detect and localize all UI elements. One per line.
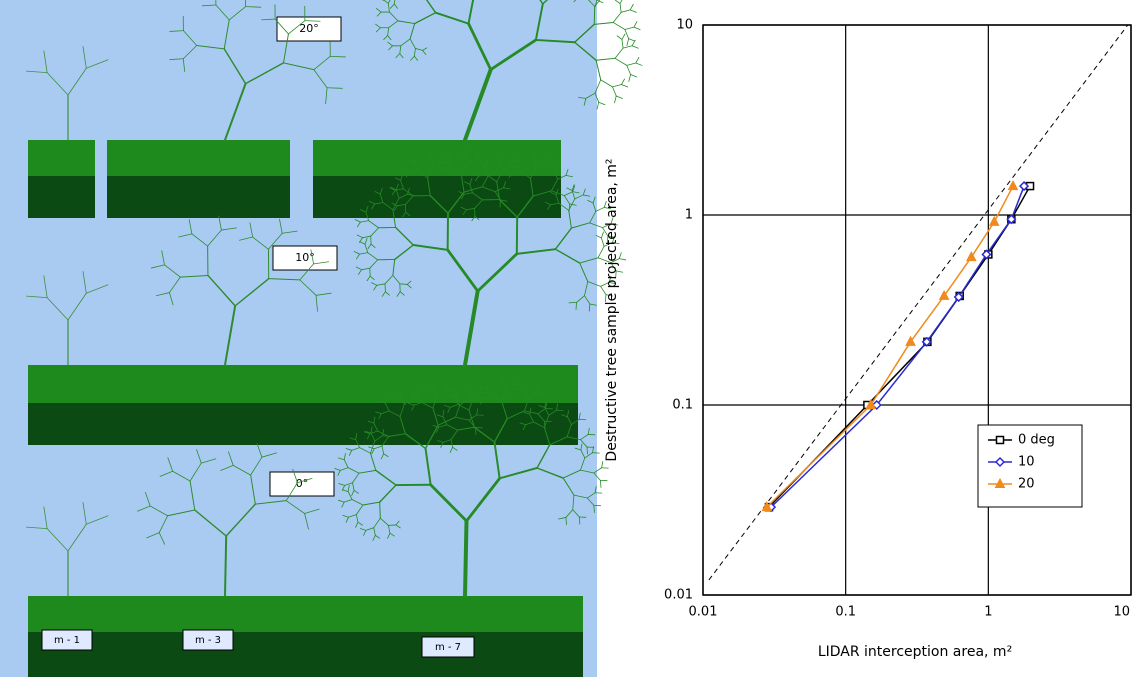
branch — [629, 74, 631, 81]
branch — [601, 80, 613, 87]
branch — [627, 65, 631, 74]
branch — [636, 63, 642, 65]
branch — [627, 63, 636, 65]
branch — [620, 4, 621, 13]
branch — [619, 259, 626, 260]
branch — [600, 480, 601, 487]
illustration: 20° 10° 0° m - 1 m - 3 m - 7 — [0, 0, 642, 677]
y-tick-label: 0.01 — [664, 588, 693, 603]
branch — [617, 36, 622, 40]
branch — [634, 27, 640, 29]
branch — [596, 58, 615, 60]
page: 20° 10° 0° m - 1 m - 3 m - 7 Destructive… — [0, 0, 1132, 677]
x-axis-title: LIDAR interception area, m² — [818, 644, 1012, 660]
legend-label: 20 — [1018, 477, 1035, 492]
figure: 20° 10° 0° m - 1 m - 3 m - 7 Destructive… — [0, 0, 1132, 677]
ground — [28, 176, 95, 218]
legend-label: 10 — [1018, 455, 1035, 470]
branch — [613, 22, 625, 29]
branch — [615, 96, 617, 103]
branch — [631, 74, 637, 76]
branch — [594, 6, 595, 24]
x-tick-label: 0.01 — [689, 605, 718, 620]
branch — [622, 34, 625, 40]
branch — [612, 87, 616, 96]
y-tick-label: 10 — [676, 18, 693, 33]
branch — [599, 102, 605, 104]
ground — [28, 365, 578, 403]
branch — [630, 10, 636, 12]
branch — [615, 0, 620, 4]
x-tick-label: 10 — [1113, 605, 1130, 620]
branch — [380, 502, 381, 518]
order-label: m - 7 — [435, 642, 461, 653]
branch — [388, 525, 395, 526]
angle-label: 0° — [296, 477, 309, 490]
ground — [107, 176, 290, 218]
branch — [465, 521, 466, 596]
branch — [634, 22, 637, 28]
branch — [620, 0, 623, 4]
branch — [632, 46, 638, 48]
ground — [28, 140, 95, 176]
angle-label: 20° — [299, 22, 319, 35]
branch — [594, 22, 613, 24]
x-tick-label: 1 — [984, 605, 992, 620]
branch — [612, 84, 621, 86]
branch — [627, 39, 629, 46]
y-axis-title: Destructive tree sample projected area, … — [604, 158, 620, 461]
x-tick-label: 0.1 — [835, 605, 856, 620]
branch — [225, 536, 226, 596]
branch — [622, 39, 623, 48]
branch — [629, 39, 635, 41]
ground — [28, 596, 583, 632]
ground — [313, 140, 561, 176]
branch — [621, 84, 627, 86]
branch — [625, 29, 629, 38]
ground — [107, 140, 290, 176]
branch — [615, 48, 623, 58]
y-tick-label: 1 — [685, 208, 693, 223]
branch — [621, 79, 624, 85]
order-label: m - 1 — [54, 635, 80, 646]
branch — [613, 12, 621, 22]
ground — [313, 176, 561, 218]
branch — [636, 57, 639, 63]
legend-label: 0 deg — [1018, 433, 1055, 448]
legend-marker — [997, 437, 1004, 444]
chart: Destructive tree sample projected area, … — [604, 18, 1131, 661]
ground — [28, 632, 583, 677]
branch — [625, 27, 634, 29]
y-tick-label: 0.1 — [672, 398, 693, 413]
order-label: m - 3 — [195, 635, 221, 646]
branch — [630, 4, 633, 10]
branch — [621, 10, 630, 12]
ground — [28, 403, 578, 445]
branch — [615, 58, 627, 65]
branch — [597, 102, 599, 109]
branch — [616, 96, 622, 98]
illustration-background — [0, 0, 597, 677]
branch — [623, 46, 632, 48]
branch — [632, 40, 635, 46]
branch — [602, 462, 603, 468]
branch — [596, 207, 604, 211]
